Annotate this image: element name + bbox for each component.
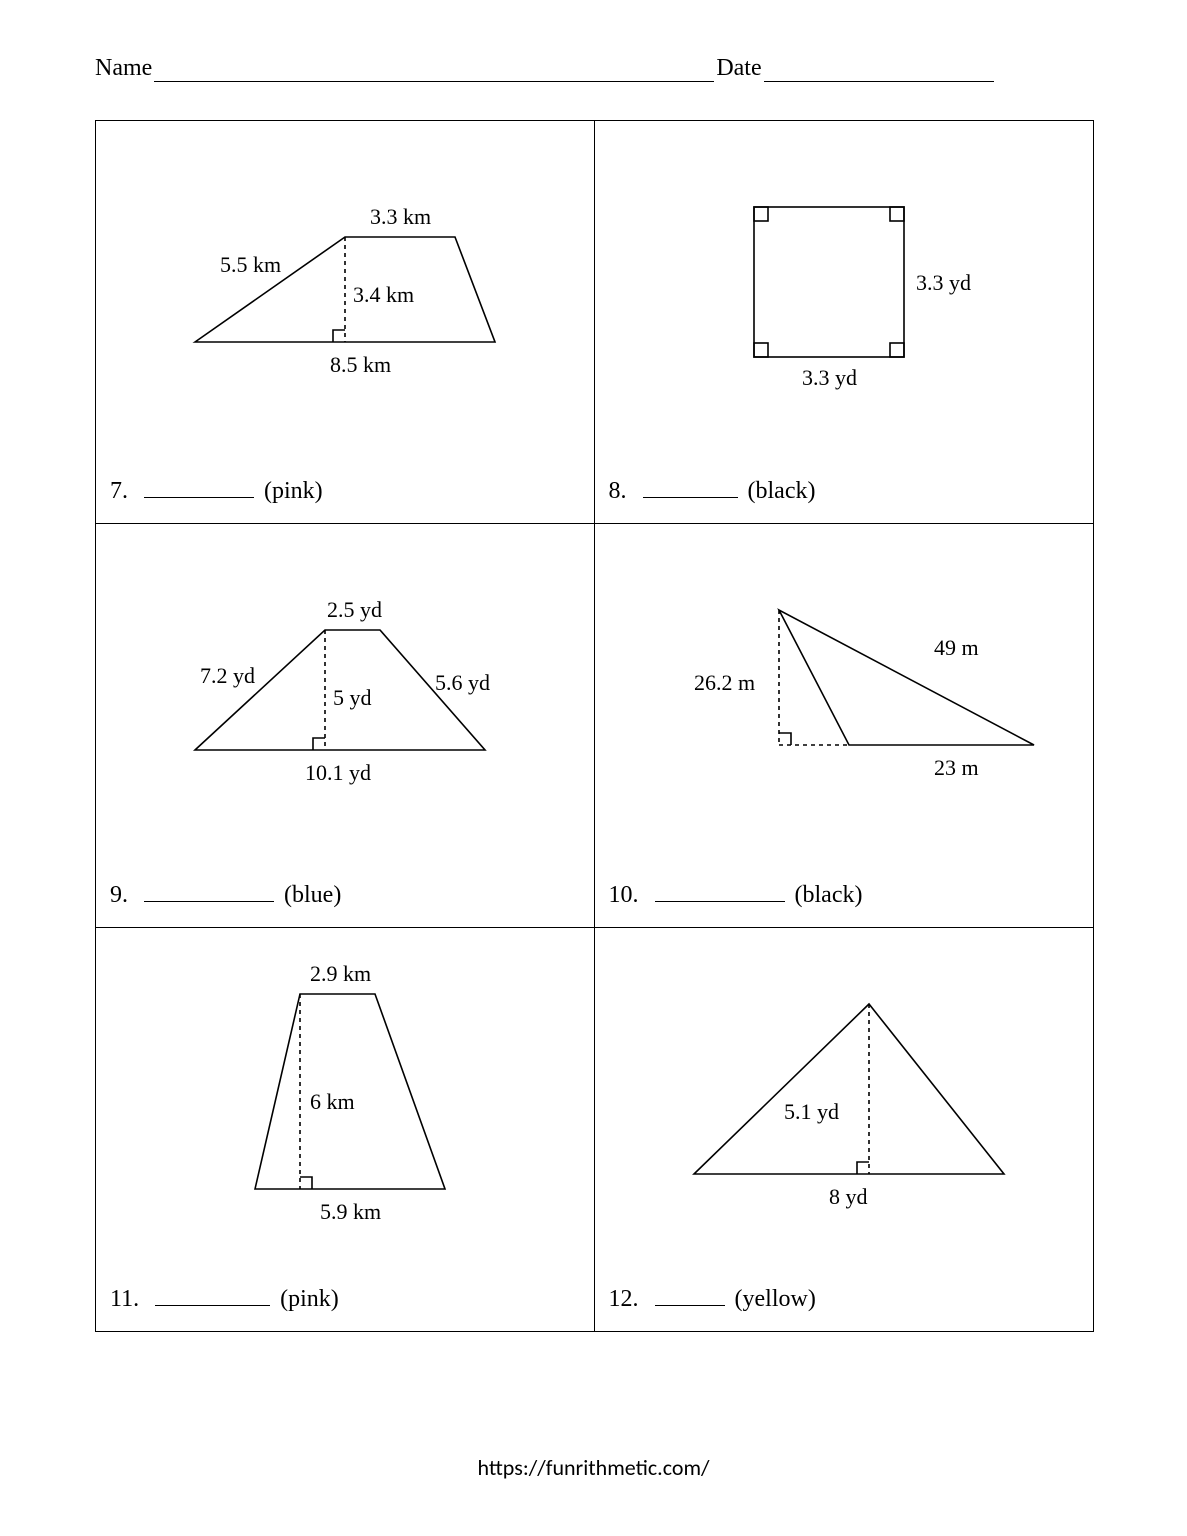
label-height: 6 km <box>310 1089 355 1114</box>
date-label: Date <box>716 55 761 82</box>
problem-number: 9. <box>110 882 128 908</box>
color-label: (pink) <box>280 1286 339 1312</box>
label-bottom: 10.1 yd <box>305 760 371 785</box>
answer-blank[interactable] <box>655 885 785 902</box>
footer-url: https://funrithmetic.com/ <box>0 1454 1187 1481</box>
figure-12: 5.1 yd 8 yd <box>595 928 1094 1271</box>
name-blank[interactable] <box>154 63 714 82</box>
label-height: 5.1 yd <box>784 1099 839 1124</box>
answer-blank[interactable] <box>144 885 274 902</box>
problem-cell-10: 49 m 26.2 m 23 m 10. (black) <box>595 524 1094 927</box>
label-top: 2.5 yd <box>327 597 382 622</box>
answer-blank[interactable] <box>643 481 738 498</box>
label-bottom: 3.3 yd <box>802 365 857 390</box>
label-bottom: 5.9 km <box>320 1199 381 1224</box>
figure-8: 3.3 yd 3.3 yd <box>595 121 1094 463</box>
problem-number: 7. <box>110 478 128 504</box>
answer-blank[interactable] <box>155 1289 270 1306</box>
problem-number: 10. <box>609 882 639 908</box>
answer-7: 7. (pink) <box>110 478 323 505</box>
color-label: (black) <box>748 478 816 504</box>
problem-cell-9: 2.5 yd 7.2 yd 5.6 yd 5 yd 10.1 yd 9. (bl… <box>96 524 595 927</box>
figure-9: 2.5 yd 7.2 yd 5.6 yd 5 yd 10.1 yd <box>96 524 594 866</box>
label-height: 3.4 km <box>353 282 414 307</box>
figure-7: 3.3 km 5.5 km 3.4 km 8.5 km <box>96 121 594 463</box>
label-bottom: 8.5 km <box>330 352 391 377</box>
figure-10: 49 m 26.2 m 23 m <box>595 524 1094 866</box>
problem-cell-11: 2.9 km 6 km 5.9 km 11. (pink) <box>96 928 595 1331</box>
label-height: 5 yd <box>333 685 372 710</box>
problem-cell-12: 5.1 yd 8 yd 12. (yellow) <box>595 928 1094 1331</box>
answer-11: 11. (pink) <box>110 1286 339 1313</box>
answer-blank[interactable] <box>144 481 254 498</box>
label-hyp: 49 m <box>934 635 979 660</box>
answer-10: 10. (black) <box>609 882 863 909</box>
name-label: Name <box>95 55 152 82</box>
problem-cell-7: 3.3 km 5.5 km 3.4 km 8.5 km 7. (pink) <box>96 121 595 524</box>
figure-11: 2.9 km 6 km 5.9 km <box>96 928 594 1271</box>
answer-blank[interactable] <box>655 1289 725 1306</box>
problem-number: 8. <box>609 478 627 504</box>
color-label: (yellow) <box>735 1286 816 1312</box>
problems-grid: 3.3 km 5.5 km 3.4 km 8.5 km 7. (pink) <box>95 120 1094 1332</box>
label-right: 3.3 yd <box>916 270 971 295</box>
color-label: (black) <box>795 882 863 908</box>
label-base: 23 m <box>934 755 979 780</box>
label-top: 3.3 km <box>370 204 431 229</box>
worksheet-header: Name Date <box>95 55 1092 82</box>
answer-9: 9. (blue) <box>110 882 341 909</box>
color-label: (blue) <box>284 882 341 908</box>
problem-number: 11. <box>110 1286 139 1312</box>
label-base: 8 yd <box>829 1184 868 1209</box>
problem-cell-8: 3.3 yd 3.3 yd 8. (black) <box>595 121 1094 524</box>
answer-12: 12. (yellow) <box>609 1286 816 1313</box>
problem-number: 12. <box>609 1286 639 1312</box>
label-top: 2.9 km <box>310 961 371 986</box>
label-height: 26.2 m <box>694 670 755 695</box>
label-right: 5.6 yd <box>435 670 490 695</box>
answer-8: 8. (black) <box>609 478 816 505</box>
color-label: (pink) <box>264 478 323 504</box>
date-blank[interactable] <box>764 63 994 82</box>
label-left: 7.2 yd <box>200 663 255 688</box>
label-left: 5.5 km <box>220 252 281 277</box>
